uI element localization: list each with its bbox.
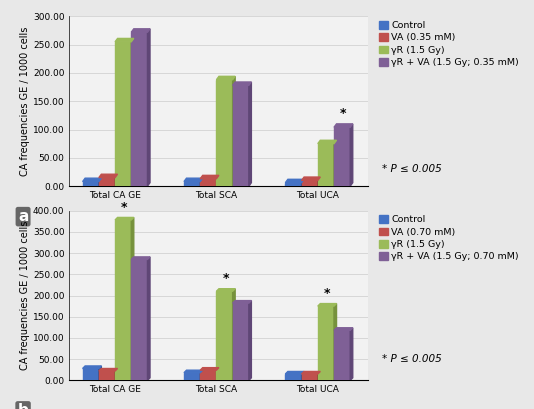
Bar bbox=[318, 306, 334, 380]
Bar bbox=[99, 371, 115, 380]
Polygon shape bbox=[249, 301, 252, 380]
Polygon shape bbox=[131, 29, 150, 32]
Text: a: a bbox=[18, 209, 28, 224]
Bar bbox=[115, 42, 131, 186]
Polygon shape bbox=[200, 178, 203, 186]
Bar bbox=[99, 178, 115, 186]
Polygon shape bbox=[216, 368, 219, 380]
Bar bbox=[115, 220, 131, 380]
Polygon shape bbox=[302, 371, 304, 380]
Text: *: * bbox=[121, 201, 128, 214]
Text: *: * bbox=[223, 272, 229, 285]
Polygon shape bbox=[302, 179, 304, 186]
Polygon shape bbox=[131, 38, 134, 186]
Bar bbox=[83, 369, 99, 380]
Polygon shape bbox=[184, 370, 203, 373]
Legend: Control, VA (0.70 mM), γR (1.5 Gy), γR + VA (1.5 Gy; 0.70 mM): Control, VA (0.70 mM), γR (1.5 Gy), γR +… bbox=[379, 216, 519, 261]
Polygon shape bbox=[302, 177, 320, 180]
Polygon shape bbox=[334, 124, 353, 127]
Bar bbox=[184, 373, 200, 380]
Text: *: * bbox=[324, 287, 331, 300]
Polygon shape bbox=[334, 140, 336, 186]
Y-axis label: CA frequencies GE / 1000 cells: CA frequencies GE / 1000 cells bbox=[20, 221, 30, 370]
Polygon shape bbox=[334, 328, 353, 330]
Polygon shape bbox=[147, 257, 150, 380]
Polygon shape bbox=[184, 178, 203, 182]
Bar bbox=[184, 182, 200, 186]
Polygon shape bbox=[318, 371, 320, 380]
Bar bbox=[318, 144, 334, 186]
Bar bbox=[334, 330, 350, 380]
Polygon shape bbox=[200, 370, 203, 380]
Polygon shape bbox=[285, 179, 304, 183]
Polygon shape bbox=[285, 371, 304, 374]
Text: * P ≤ 0.005: * P ≤ 0.005 bbox=[382, 164, 442, 173]
Bar bbox=[216, 80, 233, 186]
Polygon shape bbox=[233, 76, 235, 186]
Polygon shape bbox=[147, 29, 150, 186]
Polygon shape bbox=[233, 301, 252, 303]
Polygon shape bbox=[99, 369, 117, 371]
Polygon shape bbox=[115, 369, 117, 380]
Polygon shape bbox=[334, 303, 336, 380]
Polygon shape bbox=[302, 371, 320, 374]
Polygon shape bbox=[318, 303, 336, 306]
Bar bbox=[285, 374, 302, 380]
Bar bbox=[216, 291, 233, 380]
Polygon shape bbox=[233, 289, 235, 380]
Bar bbox=[200, 370, 216, 380]
Bar bbox=[334, 127, 350, 186]
Polygon shape bbox=[216, 76, 235, 80]
Text: * P ≤ 0.005: * P ≤ 0.005 bbox=[382, 354, 442, 364]
Polygon shape bbox=[200, 175, 219, 179]
Polygon shape bbox=[115, 218, 134, 220]
Polygon shape bbox=[216, 289, 235, 291]
Bar bbox=[285, 183, 302, 186]
Polygon shape bbox=[131, 257, 150, 259]
Polygon shape bbox=[131, 218, 134, 380]
Polygon shape bbox=[83, 366, 101, 369]
Polygon shape bbox=[233, 82, 252, 85]
Bar bbox=[302, 374, 318, 380]
Bar bbox=[200, 179, 216, 186]
Bar bbox=[302, 180, 318, 186]
Bar bbox=[233, 303, 249, 380]
Y-axis label: CA frequencies GE / 1000 cells: CA frequencies GE / 1000 cells bbox=[20, 27, 30, 176]
Polygon shape bbox=[115, 38, 134, 42]
Bar bbox=[131, 32, 147, 186]
Polygon shape bbox=[83, 178, 101, 182]
Text: b: b bbox=[18, 403, 28, 409]
Polygon shape bbox=[318, 177, 320, 186]
Polygon shape bbox=[350, 328, 353, 380]
Text: *: * bbox=[340, 108, 347, 121]
Bar bbox=[233, 85, 249, 186]
Polygon shape bbox=[318, 140, 336, 144]
Polygon shape bbox=[200, 368, 219, 370]
Polygon shape bbox=[350, 124, 353, 186]
Polygon shape bbox=[99, 366, 101, 380]
Polygon shape bbox=[115, 174, 117, 186]
Polygon shape bbox=[249, 82, 252, 186]
Polygon shape bbox=[99, 174, 117, 178]
Polygon shape bbox=[216, 175, 219, 186]
Bar bbox=[83, 182, 99, 186]
Polygon shape bbox=[99, 178, 101, 186]
Legend: Control, VA (0.35 mM), γR (1.5 Gy), γR + VA (1.5 Gy; 0.35 mM): Control, VA (0.35 mM), γR (1.5 Gy), γR +… bbox=[379, 21, 519, 67]
Bar bbox=[131, 259, 147, 380]
